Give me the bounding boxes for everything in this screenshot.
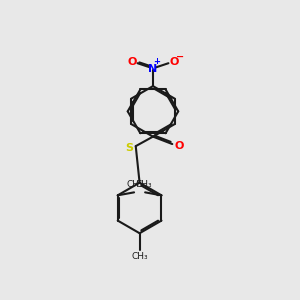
Text: CH₃: CH₃ bbox=[131, 252, 148, 261]
Text: −: − bbox=[176, 52, 184, 62]
Text: N: N bbox=[148, 64, 158, 74]
Text: O: O bbox=[128, 57, 137, 67]
Text: CH₃: CH₃ bbox=[127, 180, 144, 189]
Text: O: O bbox=[174, 140, 184, 151]
Text: O: O bbox=[169, 57, 178, 67]
Text: CH₃: CH₃ bbox=[136, 180, 152, 189]
Text: S: S bbox=[125, 142, 133, 153]
Text: +: + bbox=[153, 57, 160, 66]
